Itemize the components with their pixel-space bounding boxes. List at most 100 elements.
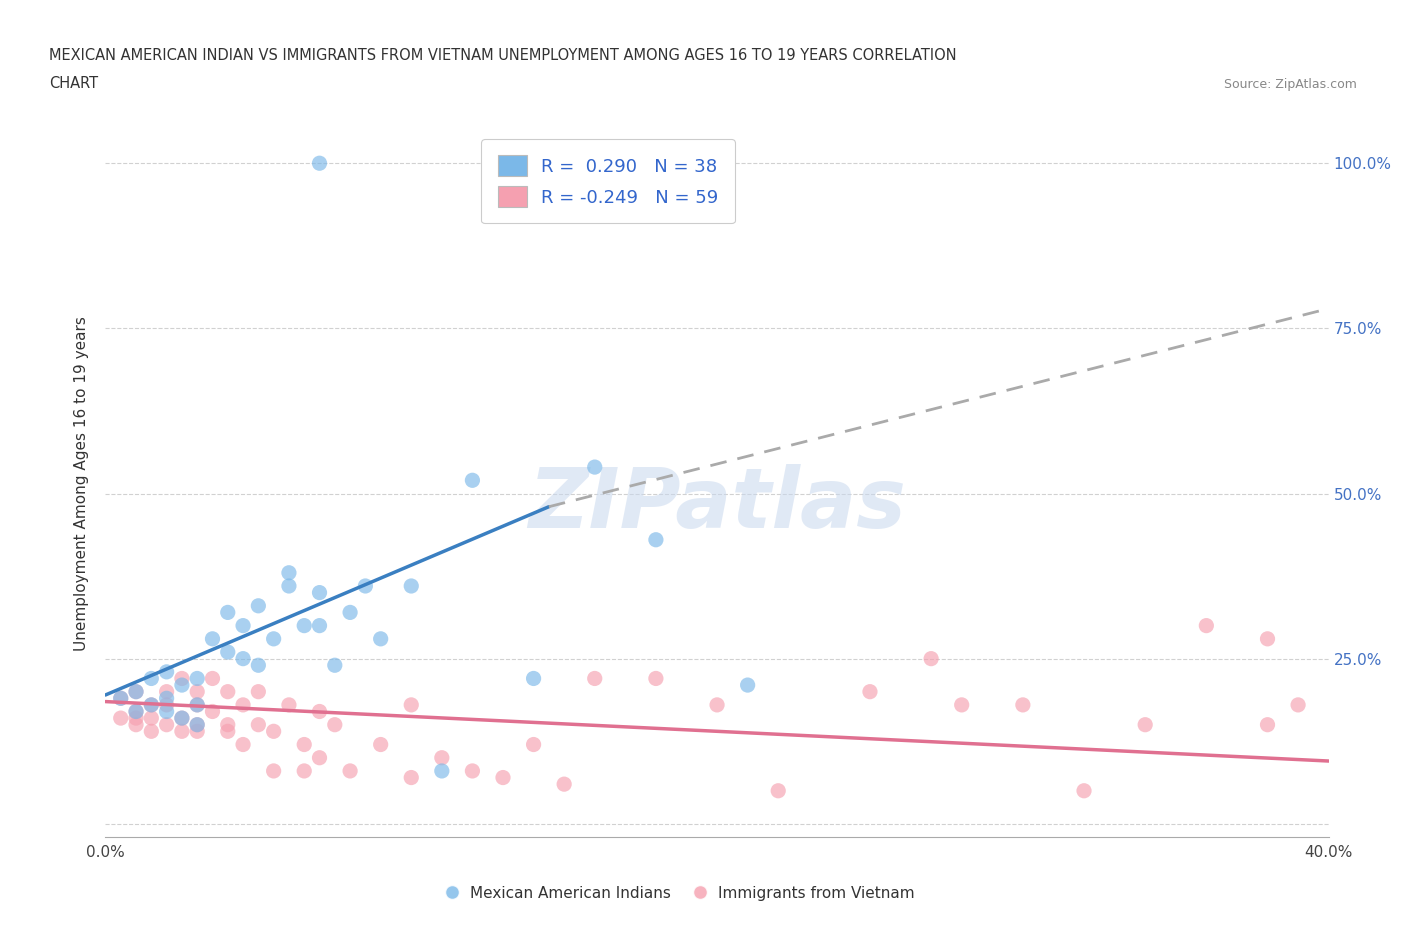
Point (308, 156, 330, 171)
Point (278, 698, 301, 712)
Point (186, 684, 208, 699)
Point (370, 631, 392, 646)
Point (170, 671, 193, 686)
Point (553, 777, 575, 791)
Point (110, 691, 132, 706)
Point (201, 631, 224, 646)
Point (232, 618, 254, 633)
Point (461, 764, 484, 778)
Point (155, 691, 177, 706)
Point (430, 764, 453, 778)
Point (401, 698, 423, 712)
Point (247, 717, 270, 732)
Point (186, 717, 208, 732)
Point (155, 717, 177, 732)
Point (110, 711, 132, 725)
Point (768, 783, 790, 798)
Point (125, 684, 148, 699)
Point (278, 565, 301, 580)
Point (125, 717, 148, 732)
Legend: Mexican American Indians, Immigrants from Vietnam: Mexican American Indians, Immigrants fro… (440, 880, 921, 907)
Point (492, 770, 515, 785)
Point (401, 770, 423, 785)
Point (232, 698, 254, 712)
Point (370, 737, 392, 752)
Text: CHART: CHART (49, 76, 98, 91)
Point (1256, 717, 1278, 732)
Point (247, 658, 270, 672)
Point (217, 684, 239, 699)
Text: Source: ZipAtlas.com: Source: ZipAtlas.com (1223, 78, 1357, 91)
Point (430, 751, 453, 765)
Point (859, 684, 882, 699)
Point (186, 671, 208, 686)
Point (339, 764, 361, 778)
Point (644, 671, 666, 686)
Point (263, 764, 285, 778)
Point (644, 532, 666, 547)
Point (583, 671, 606, 686)
Point (125, 684, 148, 699)
Point (308, 618, 330, 633)
Point (461, 472, 484, 487)
Text: MEXICAN AMERICAN INDIAN VS IMMIGRANTS FROM VIETNAM UNEMPLOYMENT AMONG AGES 16 TO: MEXICAN AMERICAN INDIAN VS IMMIGRANTS FR… (49, 48, 957, 63)
Point (125, 704, 148, 719)
Point (155, 684, 177, 699)
Point (170, 678, 193, 693)
Point (125, 704, 148, 719)
Point (1195, 618, 1218, 633)
Point (308, 751, 330, 765)
Point (186, 717, 208, 732)
Point (155, 704, 177, 719)
Point (201, 704, 224, 719)
Point (523, 671, 546, 686)
Point (523, 737, 546, 752)
Point (323, 658, 346, 672)
Point (737, 678, 759, 693)
Point (278, 578, 301, 593)
Point (186, 698, 208, 712)
Point (232, 651, 254, 666)
Y-axis label: Unemployment Among Ages 16 to 19 years: Unemployment Among Ages 16 to 19 years (75, 316, 90, 651)
Point (247, 598, 270, 613)
Point (1133, 717, 1156, 732)
Point (292, 618, 315, 633)
Point (339, 605, 361, 620)
Point (232, 737, 254, 752)
Point (1011, 698, 1033, 712)
Point (323, 717, 346, 732)
Point (141, 724, 163, 738)
Point (217, 717, 239, 732)
Point (920, 651, 942, 666)
Point (170, 711, 193, 725)
Point (308, 704, 330, 719)
Point (170, 724, 193, 738)
Point (308, 585, 330, 600)
Point (1256, 631, 1278, 646)
Point (217, 644, 239, 659)
Point (110, 691, 132, 706)
Point (186, 698, 208, 712)
Point (141, 698, 163, 712)
Point (155, 664, 177, 679)
Point (1286, 698, 1309, 712)
Point (141, 711, 163, 725)
Point (1073, 783, 1095, 798)
Point (155, 698, 177, 712)
Point (170, 711, 193, 725)
Point (141, 671, 163, 686)
Point (292, 737, 315, 752)
Point (125, 711, 148, 725)
Point (354, 578, 377, 593)
Point (706, 698, 728, 712)
Point (217, 605, 239, 620)
Point (401, 578, 423, 593)
Point (217, 724, 239, 738)
Point (583, 459, 606, 474)
Point (950, 698, 973, 712)
Point (292, 764, 315, 778)
Point (263, 724, 285, 738)
Point (141, 698, 163, 712)
Point (186, 724, 208, 738)
Point (247, 684, 270, 699)
